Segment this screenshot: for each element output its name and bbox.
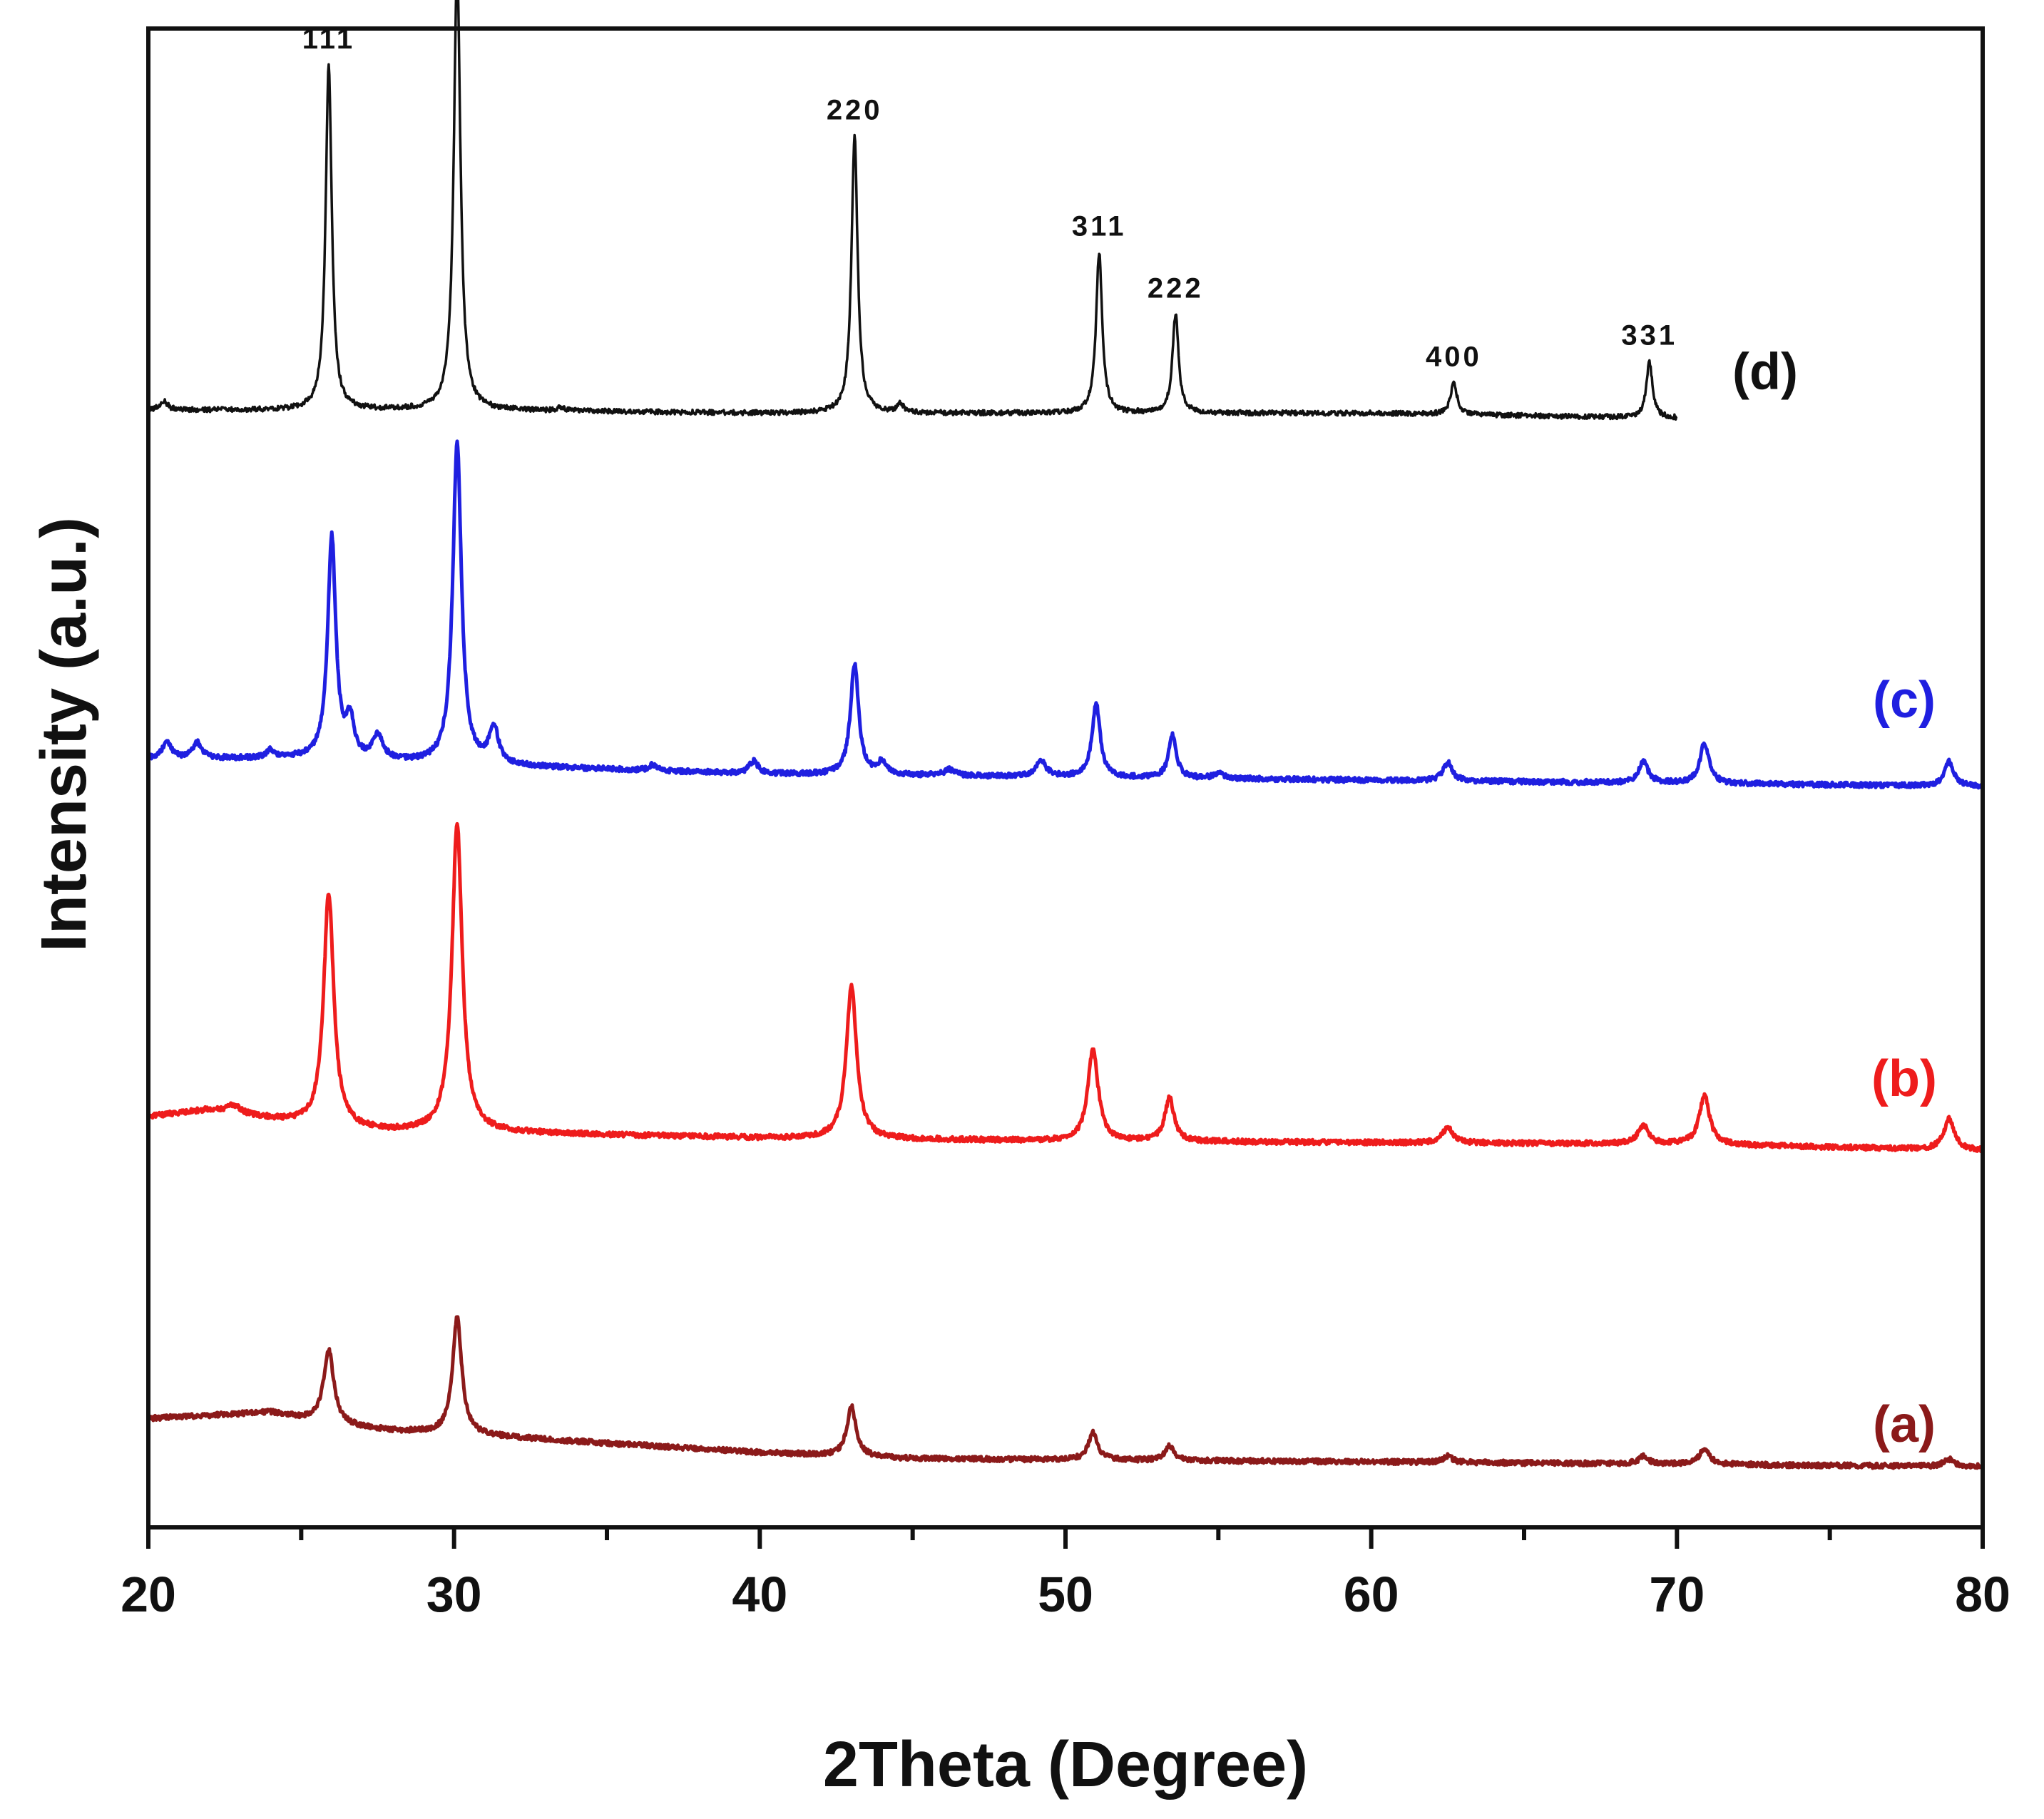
peak-label-311: 311 <box>1072 211 1127 242</box>
x-tick-label: 30 <box>426 1567 482 1622</box>
y-axis-label: Intensity (a.u.) <box>29 517 100 952</box>
series-label-b: (b) <box>1871 1050 1937 1107</box>
series-line-c <box>146 439 1985 790</box>
series-label-d: (d) <box>1732 343 1798 400</box>
x-axis-ticks: 20 30 40 50 60 70 80 <box>121 1527 2010 1622</box>
peak-labels: 111200220311222400331 <box>302 24 1677 372</box>
peak-label-222: 222 <box>1148 272 1204 304</box>
series-layer <box>146 0 1985 1470</box>
series-line-a <box>147 1315 1985 1470</box>
series-line-d <box>147 0 1678 421</box>
x-tick-label: 50 <box>1038 1567 1093 1622</box>
series-label-c: (c) <box>1873 672 1936 729</box>
x-tick-label: 80 <box>1955 1567 2010 1622</box>
x-tick-label: 40 <box>732 1567 787 1622</box>
peak-label-220: 220 <box>827 95 883 126</box>
x-tick-label: 70 <box>1649 1567 1705 1622</box>
series-labels: (a) (b) (c) (d) <box>1732 343 1937 1453</box>
x-tick-label: 20 <box>121 1567 176 1622</box>
peak-label-331: 331 <box>1621 319 1677 351</box>
peak-label-111: 111 <box>302 24 355 55</box>
x-axis-label: 2Theta (Degree) <box>823 1729 1308 1800</box>
series-line-b <box>146 821 1984 1154</box>
series-label-a: (a) <box>1873 1396 1936 1453</box>
peak-label-400: 400 <box>1426 341 1482 372</box>
x-tick-label: 60 <box>1344 1567 1399 1622</box>
